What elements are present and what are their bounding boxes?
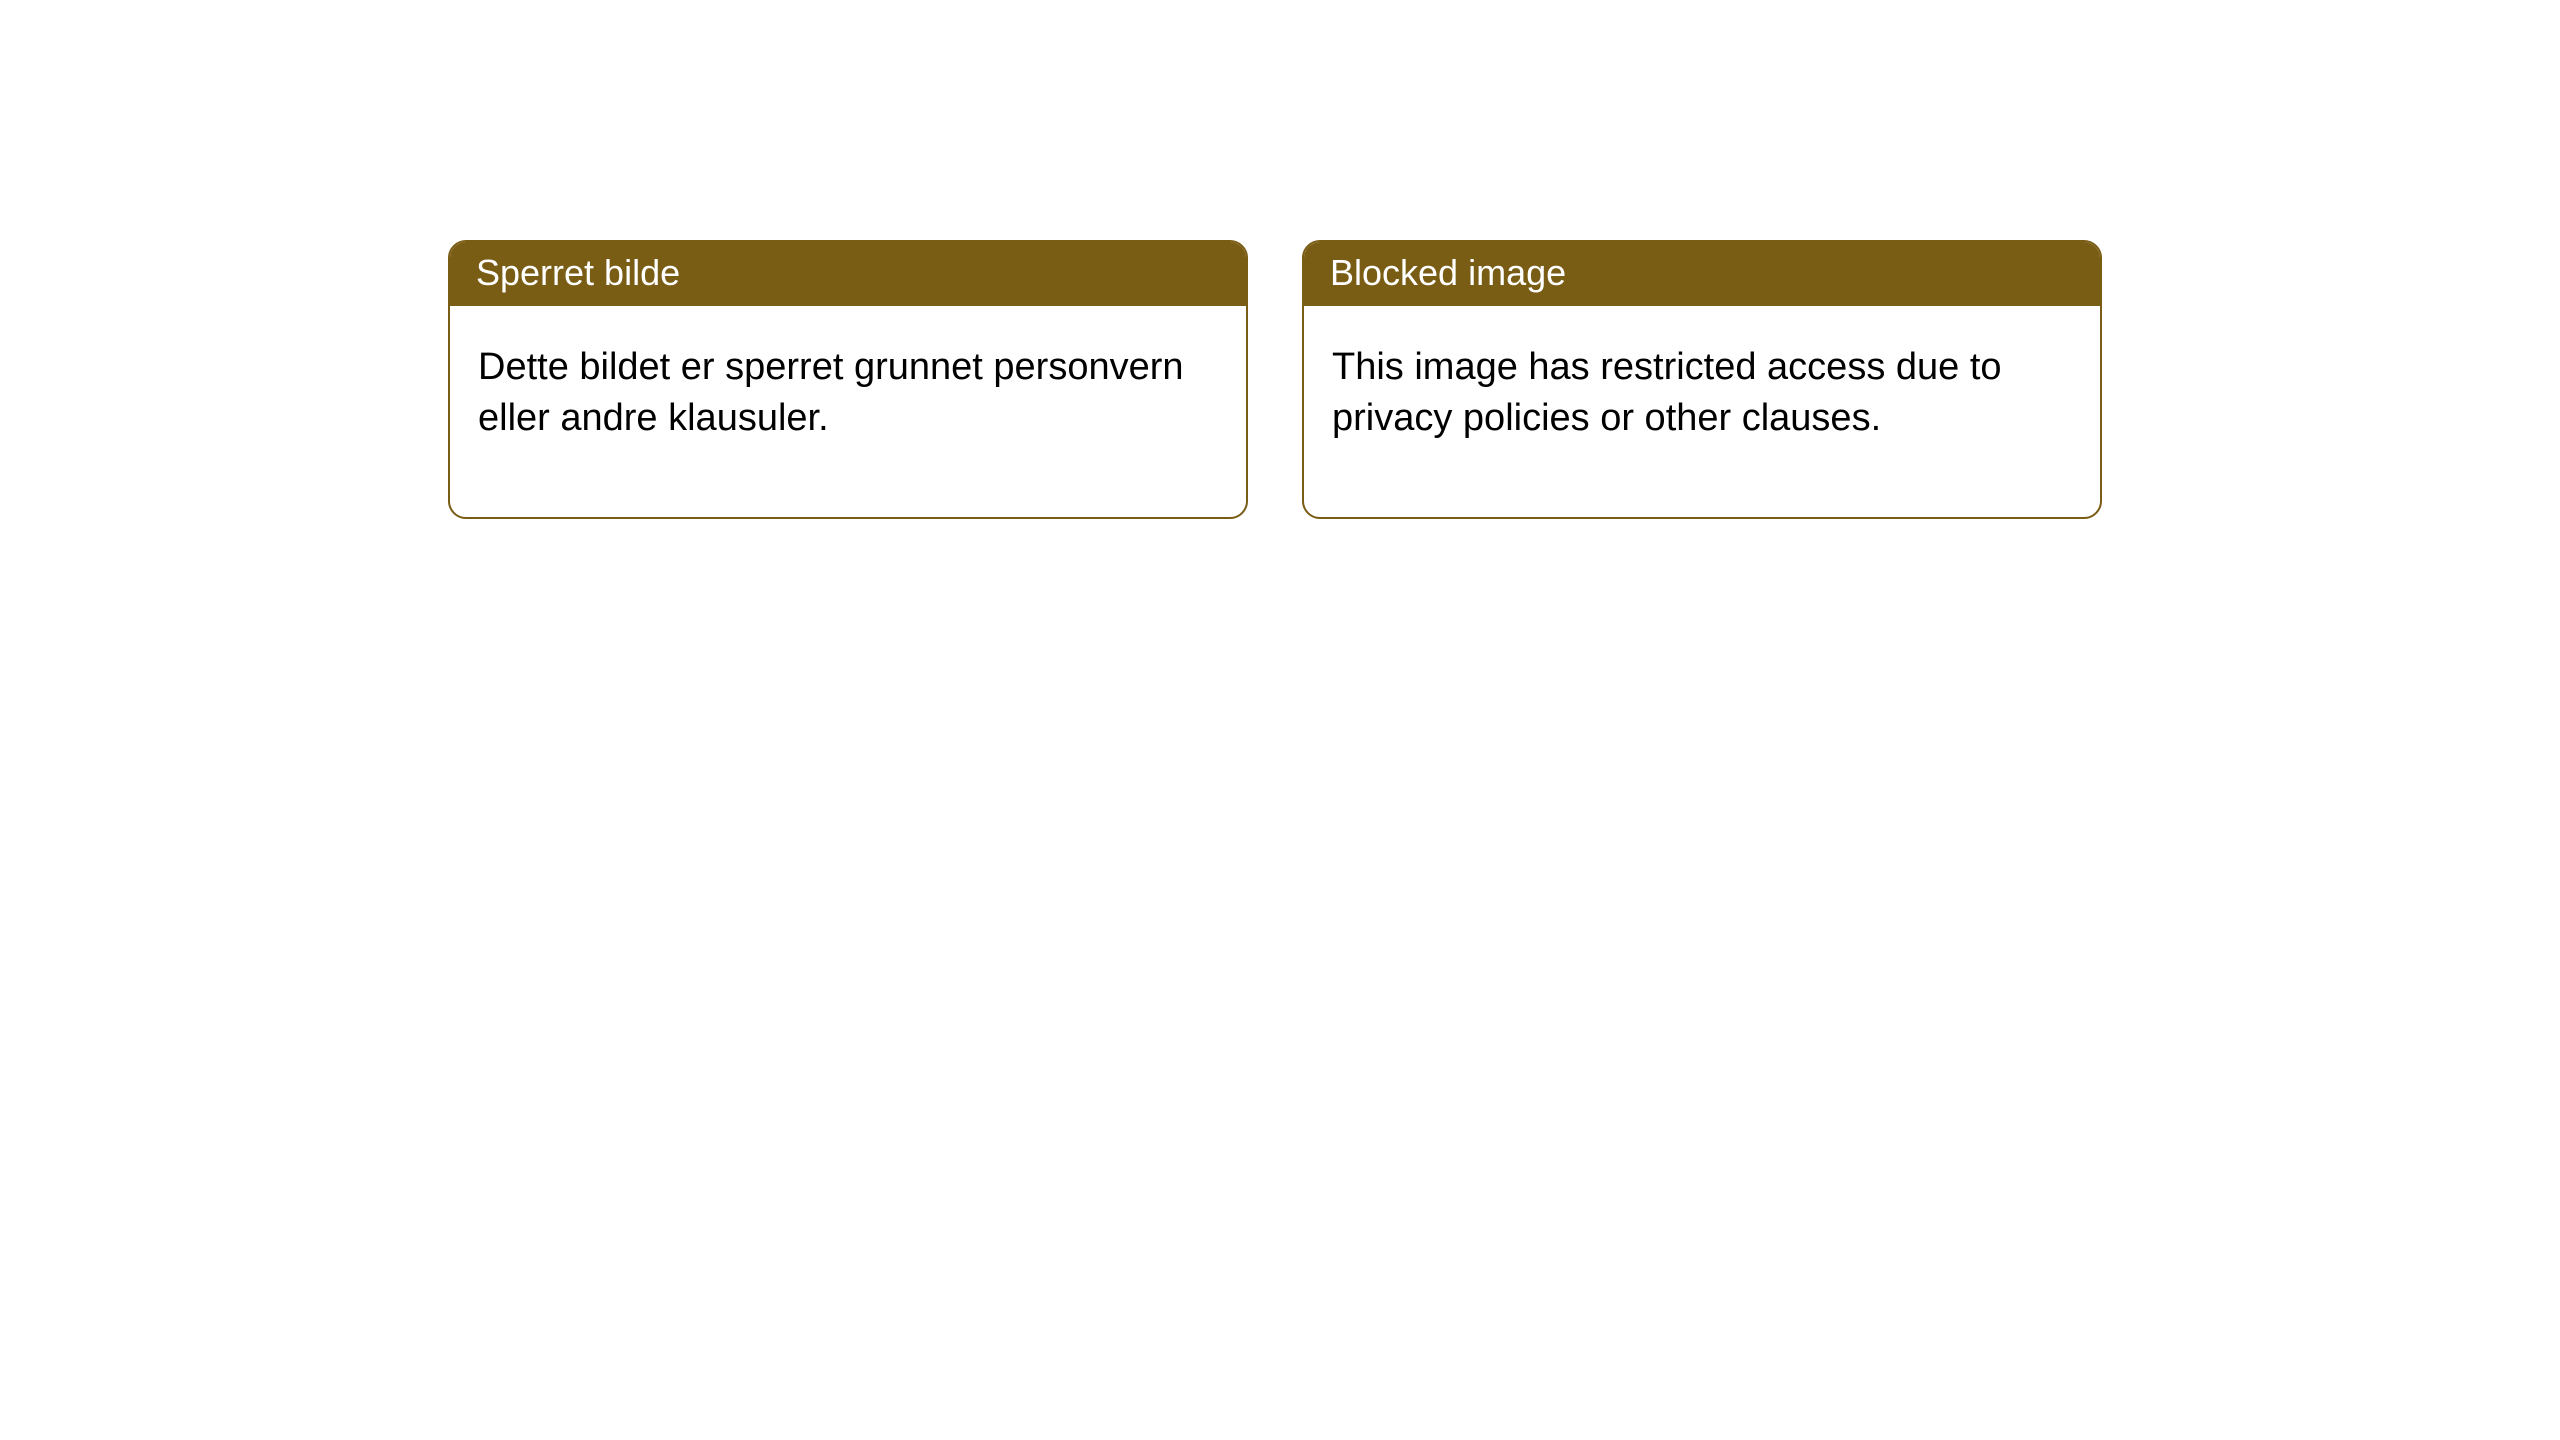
notice-card-norwegian: Sperret bilde Dette bildet er sperret gr… bbox=[448, 240, 1248, 519]
card-title: Sperret bilde bbox=[476, 252, 680, 293]
notice-container: Sperret bilde Dette bildet er sperret gr… bbox=[0, 0, 2560, 519]
card-header: Blocked image bbox=[1304, 242, 2100, 306]
card-body-text: Dette bildet er sperret grunnet personve… bbox=[478, 346, 1184, 439]
card-title: Blocked image bbox=[1330, 252, 1566, 293]
card-header: Sperret bilde bbox=[450, 242, 1246, 306]
card-body: This image has restricted access due to … bbox=[1304, 306, 2100, 517]
card-body-text: This image has restricted access due to … bbox=[1332, 346, 2002, 439]
notice-card-english: Blocked image This image has restricted … bbox=[1302, 240, 2102, 519]
card-body: Dette bildet er sperret grunnet personve… bbox=[450, 306, 1246, 517]
